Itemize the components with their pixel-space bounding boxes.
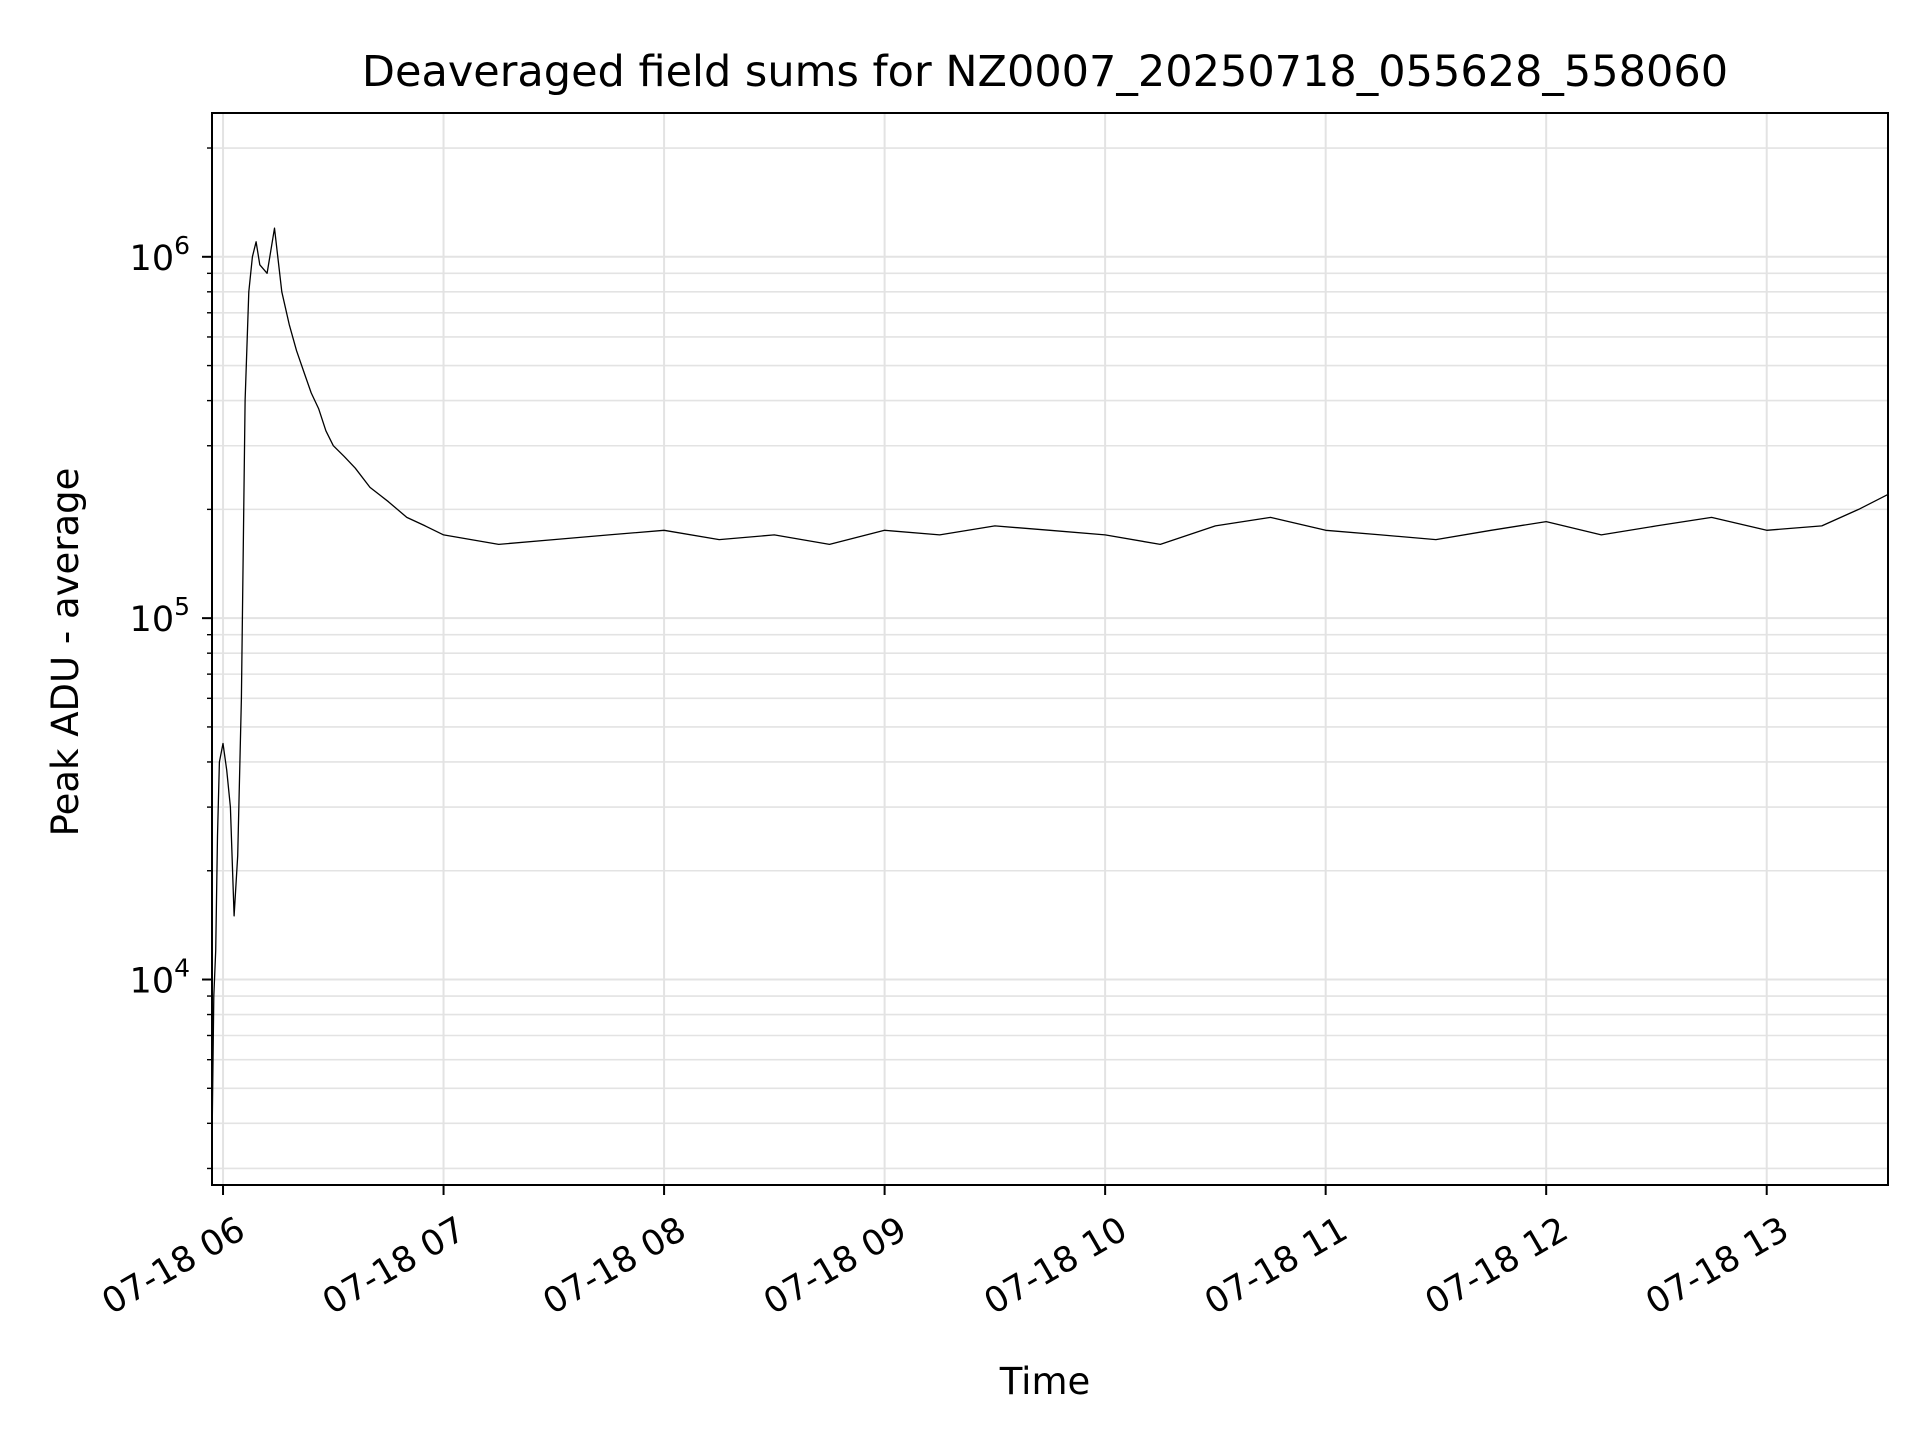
x-tick-label: 07-18 06	[96, 1210, 252, 1323]
y-tick-base: 10	[130, 962, 175, 1002]
x-axis-ticks: 07-18 06 07-18 07 07-18 08 07-18 09 07-18 10…	[96, 1185, 1796, 1323]
x-tick-label: 07-18 09	[757, 1210, 913, 1323]
x-tick-label: 07-18 12	[1419, 1210, 1575, 1323]
y-tick-label: 106	[130, 231, 190, 279]
x-tick-label: 07-18 11	[1198, 1210, 1354, 1323]
x-tick-label: 07-18 07	[316, 1210, 472, 1323]
x-tick-label: 07-18 10	[978, 1210, 1134, 1323]
plot-area	[212, 227, 1888, 1145]
x-tick-label: 07-18 08	[537, 1210, 693, 1323]
y-tick-exponent: 6	[174, 231, 190, 260]
y-tick-exponent: 4	[174, 954, 190, 983]
x-axis-label: Time	[999, 1360, 1091, 1403]
grid	[212, 113, 1888, 1185]
series-line	[212, 227, 1888, 1145]
y-tick-base: 10	[130, 239, 175, 279]
y-tick-base: 10	[130, 600, 175, 640]
y-tick-label: 105	[130, 592, 190, 640]
y-axis-label: Peak ADU - average	[44, 468, 87, 837]
x-tick-label: 07-18 13	[1639, 1210, 1795, 1323]
axes-frame	[211, 112, 1889, 1186]
y-tick-label: 104	[130, 954, 190, 1002]
y-tick-exponent: 5	[174, 592, 190, 621]
chart-title: Deaveraged field sums for NZ0007_2025071…	[362, 47, 1728, 97]
